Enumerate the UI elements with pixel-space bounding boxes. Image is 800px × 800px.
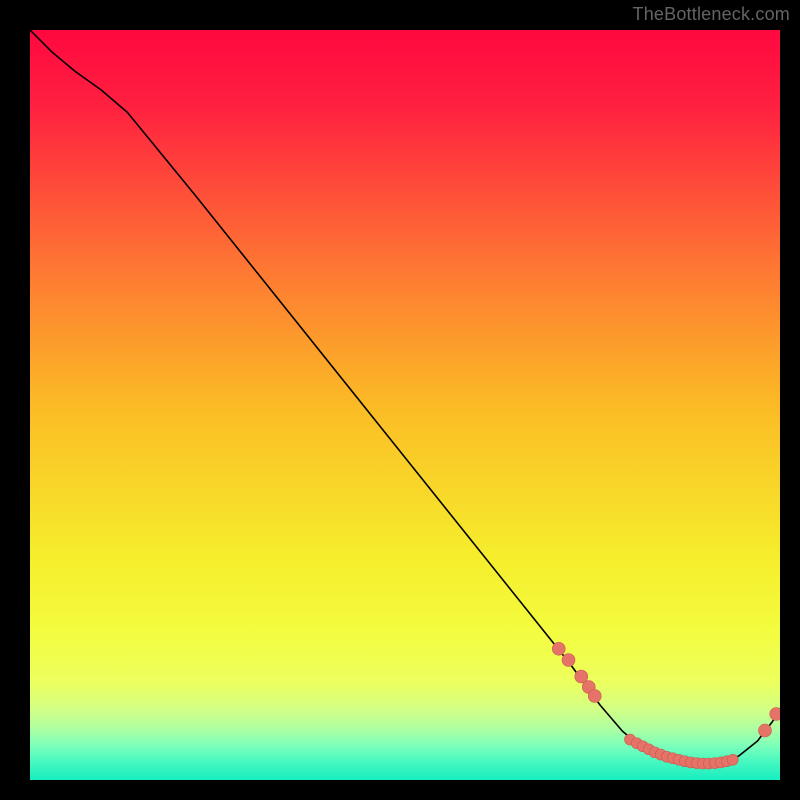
data-point <box>562 654 575 667</box>
chart-svg <box>30 30 780 780</box>
data-point <box>759 724 772 737</box>
data-point <box>770 708 780 721</box>
data-point <box>588 690 601 703</box>
data-point <box>727 754 738 765</box>
plot-area <box>30 30 780 780</box>
watermark-text: TheBottleneck.com <box>633 4 790 25</box>
chart-frame: TheBottleneck.com <box>0 0 800 800</box>
data-point <box>552 642 565 655</box>
gradient-background <box>30 30 780 780</box>
